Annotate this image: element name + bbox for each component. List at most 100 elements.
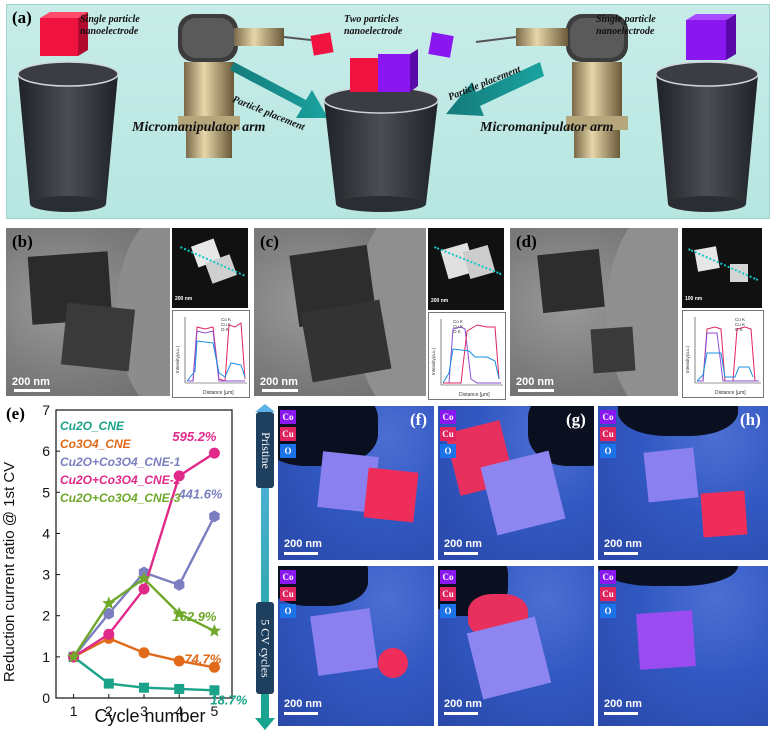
legend-entry: Cu2O+Co3O4_CNE-3	[60, 491, 181, 505]
scale-label: 200 nm	[444, 698, 482, 710]
panel-d-tem	[510, 228, 678, 396]
two-particles-label: Two particles nanoelectrode	[344, 14, 403, 37]
micromanipulator-arm-left: Micromanipulator arm	[132, 120, 266, 135]
panel-d-label: (d)	[516, 232, 537, 251]
x-tick-label: 4	[175, 703, 183, 719]
panel-e-label: (e)	[6, 404, 25, 423]
legend-co: Co K	[453, 319, 463, 324]
single-particle-label-right: Single particle nanoelectrode	[596, 14, 656, 37]
line-profile-ylabel: Intensity(a.u.)	[175, 345, 180, 373]
y-tick-label: 3	[42, 567, 50, 583]
scale-bar	[14, 389, 50, 392]
scale-label: 200 nm	[12, 376, 50, 388]
line-profile-ylabel: Intensity(a.u.)	[431, 347, 436, 375]
legend-co: Co K	[221, 317, 231, 322]
data-point	[209, 685, 220, 696]
panel-a-label: (a)	[12, 8, 32, 27]
eds-legend-co: Co	[440, 410, 456, 424]
panel-e-chart: Reduction current ratio @ 1st CV Cycle n…	[1, 402, 248, 726]
schematic-art	[17, 12, 759, 212]
data-point	[138, 583, 150, 595]
panel-f-label: (f)	[410, 410, 427, 429]
legend-entry: Cu2O_CNE	[60, 419, 125, 433]
eds-legend-cu: Cu	[280, 427, 296, 441]
eds-legend-cu: Cu	[440, 427, 456, 441]
scale-label: 200 nm	[604, 538, 642, 550]
eds-legend-o: O	[440, 444, 456, 458]
right-nanoelectrode	[655, 14, 759, 212]
legend-entry: Co3O4_CNE	[60, 437, 132, 451]
data-point	[208, 447, 220, 459]
stem-scale-label: 200 nm	[431, 298, 449, 304]
arrow-icon	[230, 62, 328, 118]
data-point	[209, 510, 220, 523]
eds-legend-o: O	[280, 604, 296, 618]
stage-5cv: 5 CV cycles	[258, 618, 273, 678]
eds-h-cycled	[598, 566, 768, 726]
data-point	[103, 607, 114, 620]
panel-d-line-profile: Co K Cu K O K Distance [µm] Intensity(a.…	[682, 310, 764, 398]
scale-label: 200 nm	[516, 376, 554, 388]
y-tick-label: 2	[42, 608, 50, 624]
data-point	[139, 682, 149, 693]
data-point	[207, 623, 222, 637]
data-point	[208, 661, 220, 673]
end-label: 74.7%	[184, 651, 221, 666]
eds-h-pristine	[598, 406, 768, 560]
line-profile-xlabel: Distance [µm]	[459, 392, 490, 398]
stage-pristine: Pristine	[258, 431, 273, 469]
line-profile-xlabel: Distance [µm]	[203, 390, 234, 396]
eds-legend-co: Co	[440, 570, 456, 584]
panel-d-stem: 100 nm	[682, 228, 762, 308]
eds-legend-cu: Cu	[280, 587, 296, 601]
legend-o: O K	[221, 327, 229, 332]
scale-bar	[604, 552, 638, 555]
legend-co: Co K	[735, 317, 745, 322]
end-label: 595.2%	[172, 429, 217, 444]
panel-c-label: (c)	[260, 232, 279, 251]
panel-c-line-profile: Co K Cu K O K Distance [µm] Intensity(a.…	[428, 312, 506, 400]
scale-label: 200 nm	[284, 698, 322, 710]
x-tick-label: 1	[70, 703, 78, 719]
left-micromanipulator-icon	[178, 14, 312, 158]
scale-label: 200 nm	[604, 698, 642, 710]
eds-f-pristine	[278, 406, 434, 560]
data-point	[103, 678, 114, 689]
legend-entry: Cu2O+Co3O4_CNE-1	[60, 455, 181, 469]
stem-scale-label: 200 nm	[175, 296, 193, 302]
scale-bar	[284, 712, 318, 715]
panel-h-label: (h)	[740, 410, 761, 429]
eds-g-pristine	[438, 406, 594, 560]
left-nanoelectrode	[17, 12, 119, 212]
x-tick-label: 5	[211, 703, 219, 719]
legend-cu: Cu K	[453, 324, 463, 329]
legend-cu: Cu K	[221, 322, 231, 327]
panel-b-label: (b)	[12, 232, 33, 251]
center-nanoelectrode	[323, 49, 439, 212]
scale-bar	[262, 389, 298, 392]
eds-g-cycled	[438, 566, 594, 726]
y-tick-label: 1	[42, 649, 50, 665]
eds-legend-o: O	[280, 444, 296, 458]
eds-legend-o: O	[600, 604, 616, 618]
panel-c-tem	[254, 228, 426, 396]
data-point	[137, 571, 151, 585]
end-label: 162.9%	[172, 609, 217, 624]
eds-legend-o: O	[600, 444, 616, 458]
micromanipulator-arm-right: Micromanipulator arm	[480, 120, 614, 135]
panel-g-label: (g)	[566, 410, 586, 429]
eds-legend-cu: Cu	[600, 587, 616, 601]
legend-cu: Cu K	[735, 322, 745, 327]
line-profile-xlabel: Distance [µm]	[715, 390, 746, 396]
chart-ylabel: Reduction current ratio @ 1st CV	[1, 462, 18, 682]
data-point	[173, 655, 185, 667]
panel-b-stem: 200 nm	[172, 228, 248, 308]
data-point	[173, 470, 185, 482]
data-point	[174, 683, 185, 694]
x-tick-label: 2	[105, 703, 113, 719]
data-point	[102, 596, 116, 610]
eds-legend-cu: Cu	[440, 587, 456, 601]
eds-legend-co: Co	[280, 410, 296, 424]
end-label: 18.7%	[210, 692, 247, 707]
end-label: 441.6%	[177, 486, 223, 501]
